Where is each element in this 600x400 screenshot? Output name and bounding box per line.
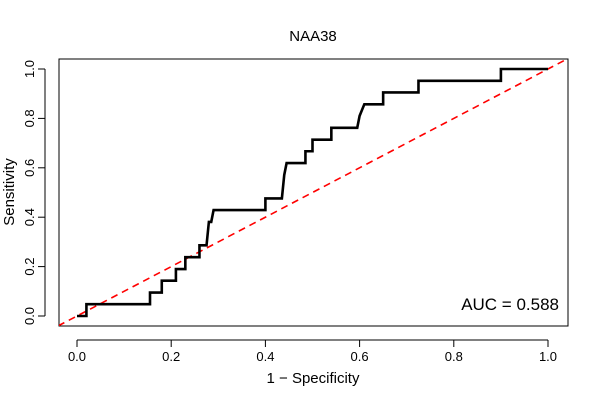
x-tick-label: 1.0 bbox=[539, 349, 557, 364]
y-tick-label: 1.0 bbox=[22, 60, 37, 78]
chart-title: NAA38 bbox=[289, 28, 337, 45]
y-tick-label: 0.8 bbox=[22, 109, 37, 127]
x-axis-label: 1 − Specificity bbox=[267, 370, 360, 387]
y-tick-label: 0.0 bbox=[22, 307, 37, 325]
reference-diagonal-line bbox=[59, 59, 568, 326]
x-tick-label: 0.6 bbox=[351, 349, 369, 364]
y-tick-label: 0.4 bbox=[22, 208, 37, 226]
x-tick-label: 0.0 bbox=[68, 349, 86, 364]
y-axis: 0.0 0.2 0.4 0.6 0.8 1.0 bbox=[22, 60, 46, 325]
x-tick-label: 0.4 bbox=[256, 349, 274, 364]
plot-frame bbox=[58, 58, 569, 327]
roc-curve-line bbox=[77, 67, 548, 318]
x-axis: 0.0 0.2 0.4 0.6 0.8 1.0 bbox=[68, 339, 557, 364]
y-tick-label: 0.6 bbox=[22, 159, 37, 177]
y-tick-label: 0.2 bbox=[22, 258, 37, 276]
auc-annotation: AUC = 0.588 bbox=[461, 295, 559, 314]
x-tick-label: 0.2 bbox=[162, 349, 180, 364]
y-axis-label: Sensitivity bbox=[1, 158, 18, 226]
x-tick-label: 0.8 bbox=[445, 349, 463, 364]
